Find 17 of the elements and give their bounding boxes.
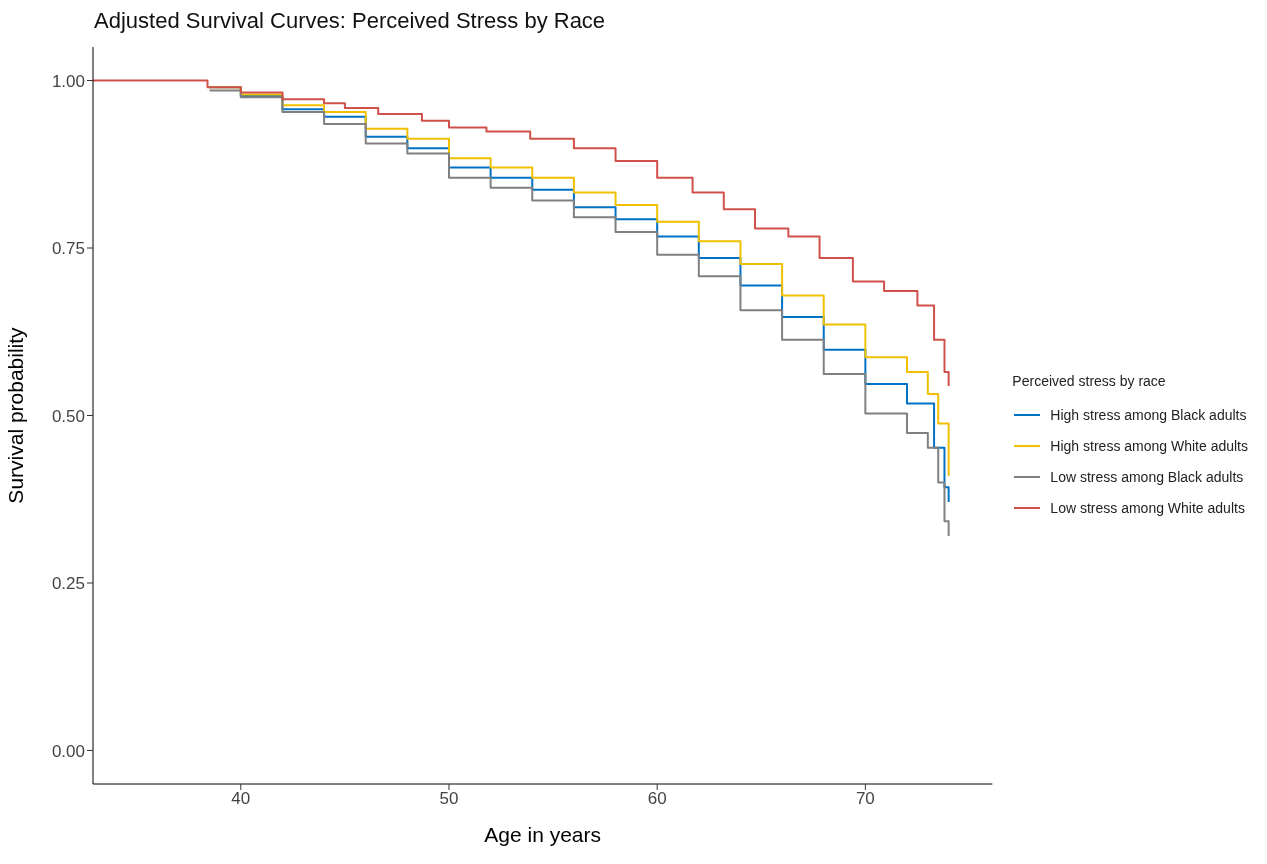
chart-title: Adjusted Survival Curves: Perceived Stress by Race <box>94 8 607 35</box>
x-tick-label: 40 <box>231 789 251 809</box>
x-tick-label: 60 <box>647 789 667 809</box>
x-tick-label: 50 <box>439 789 459 809</box>
x-tick-label: 70 <box>855 789 875 809</box>
y-tick-label: 0.75 <box>51 239 85 259</box>
legend-label: Low stress among Black adults <box>1050 468 1244 485</box>
legend-label: High stress among Black adults <box>1050 406 1247 423</box>
y-tick-label: 0.50 <box>51 406 85 426</box>
y-tick-label: 0.00 <box>51 741 85 761</box>
y-tick-label: 1.00 <box>51 71 85 91</box>
legend-label: High stress among White adults <box>1050 437 1248 454</box>
x-axis-title: Age in years <box>484 823 602 846</box>
legend-title: Perceived stress by race <box>1012 373 1167 389</box>
legend-label: Low stress among White adults <box>1050 499 1245 516</box>
y-tick-label: 0.25 <box>51 574 85 594</box>
y-axis-title: Survival probability <box>4 326 28 504</box>
